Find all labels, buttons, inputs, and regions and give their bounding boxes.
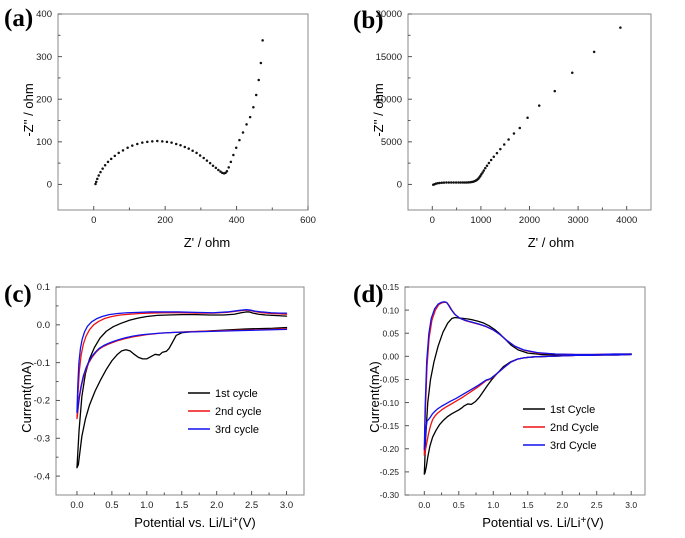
svg-text:600: 600 <box>300 215 316 226</box>
svg-text:-0.10: -0.10 <box>380 398 400 408</box>
svg-text:1.0: 1.0 <box>140 500 153 511</box>
svg-text:1.5: 1.5 <box>175 500 188 511</box>
panel-c: (c) 0.0 0.5 1.0 1.5 2.0 2.5 3.0 0.1 0.0 -0.1 -0.2 -… <box>0 269 342 538</box>
svg-text:0.0: 0.0 <box>37 320 50 331</box>
svg-text:0.00: 0.00 <box>382 352 399 362</box>
svg-text:3000: 3000 <box>568 215 589 226</box>
panel-a-tick-labels: 0 200 400 600 0 100 200 300 400 <box>36 9 316 226</box>
svg-text:-0.20: -0.20 <box>380 444 400 454</box>
panel-d-tick-labels: 0.0 0.5 1.0 1.5 2.0 2.5 3.0 0.15 0.10 0.05 0.00 -0.… <box>380 282 638 510</box>
panel-d: (d) 0.0 0.5 1.0 1.5 2.0 2.5 3.0 0.15 0.10 0.05 0.0… <box>343 269 685 538</box>
panel-b-axes <box>407 13 652 211</box>
svg-text:-0.1: -0.1 <box>34 358 50 369</box>
svg-text:0.15: 0.15 <box>382 282 399 292</box>
panel-b-data-points <box>432 26 622 187</box>
panel-b-tag: (b) <box>353 7 384 34</box>
panel-b-chart: (b) 0 1000 2000 3000 4000 0 5000 10000 15000 2000… <box>353 7 652 250</box>
legend-label: 2nd Cycle <box>550 422 599 434</box>
panel-a-y-axis-title: -Z'' / ohm <box>21 83 36 136</box>
svg-text:0.5: 0.5 <box>453 500 465 510</box>
legend-label: 1st cycle <box>215 388 258 400</box>
svg-text:5000: 5000 <box>381 137 402 148</box>
panel-a-data-points <box>94 39 264 186</box>
panel-d-tag: (d) <box>353 281 384 308</box>
svg-text:0.1: 0.1 <box>37 282 50 293</box>
panel-c-axes <box>55 286 305 496</box>
svg-text:0.0: 0.0 <box>70 500 83 511</box>
panel-d-y-axis-title: Current(mA) <box>367 361 382 433</box>
svg-text:3.0: 3.0 <box>625 500 637 510</box>
svg-text:200: 200 <box>36 94 52 105</box>
svg-text:-0.30: -0.30 <box>380 490 400 500</box>
panel-c-curves <box>76 309 288 469</box>
svg-text:0: 0 <box>91 215 96 226</box>
svg-text:-0.15: -0.15 <box>380 421 400 431</box>
panel-b-x-axis-title: Z' / ohm <box>528 235 575 250</box>
svg-text:400: 400 <box>36 9 52 20</box>
svg-text:10000: 10000 <box>376 94 402 105</box>
svg-text:-0.05: -0.05 <box>380 375 400 385</box>
svg-text:100: 100 <box>36 137 52 148</box>
panel-b-tick-labels: 0 1000 2000 3000 4000 0 5000 10000 15000 20000 <box>376 9 638 226</box>
svg-text:300: 300 <box>36 52 52 63</box>
legend-label: 3rd cycle <box>215 424 259 436</box>
panel-c-chart: (c) 0.0 0.5 1.0 1.5 2.0 2.5 3.0 0.1 0.0 -0.1 -0.2 -… <box>4 281 305 530</box>
panel-b: (b) 0 1000 2000 3000 4000 0 5000 10000 15000 2000… <box>343 0 685 269</box>
svg-text:20000: 20000 <box>376 9 402 20</box>
svg-text:0.10: 0.10 <box>382 305 399 315</box>
legend-label: 3rd Cycle <box>550 440 596 452</box>
panel-d-x-axis-title: Potential vs. Li/Li+(V) <box>482 515 603 530</box>
panel-d-curves <box>423 301 632 475</box>
legend-label: 1st Cycle <box>550 404 595 416</box>
svg-text:0.5: 0.5 <box>105 500 118 511</box>
panel-c-y-axis-title: Current(mA) <box>19 361 34 433</box>
panel-a-axes <box>57 13 309 211</box>
legend-label: 2nd cycle <box>215 406 261 418</box>
svg-text:-0.3: -0.3 <box>34 433 50 444</box>
svg-text:1.0: 1.0 <box>487 500 499 510</box>
svg-text:-0.2: -0.2 <box>34 396 50 407</box>
svg-text:3.0: 3.0 <box>280 500 293 511</box>
svg-text:2.0: 2.0 <box>556 500 568 510</box>
svg-text:15000: 15000 <box>376 52 402 63</box>
svg-text:0: 0 <box>430 215 435 226</box>
svg-text:2.5: 2.5 <box>245 500 258 511</box>
panel-a-chart: (a) 0 200 400 600 0 100 200 300 400 Z' / ohm -Z'… <box>4 5 316 250</box>
panel-d-axes <box>404 286 646 496</box>
svg-text:0: 0 <box>47 180 52 191</box>
panel-a-tag: (a) <box>4 5 33 32</box>
svg-text:4000: 4000 <box>616 215 637 226</box>
svg-text:-0.4: -0.4 <box>34 471 50 482</box>
panel-d-chart: (d) 0.0 0.5 1.0 1.5 2.0 2.5 3.00.150.100.050.0… <box>353 281 646 530</box>
panel-b-y-axis-title: -Z'' / ohm <box>371 83 386 136</box>
svg-text:0.05: 0.05 <box>382 328 399 338</box>
svg-text:2.5: 2.5 <box>591 500 603 510</box>
svg-text:1000: 1000 <box>470 215 491 226</box>
svg-text:0: 0 <box>397 180 402 191</box>
svg-text:200: 200 <box>157 215 173 226</box>
svg-text:2.0: 2.0 <box>210 500 223 511</box>
panel-c-legend: 1st cycle 2nd cycle 3rd cycle <box>188 388 261 436</box>
panel-c-tag: (c) <box>4 281 32 308</box>
panel-a-x-axis-title: Z' / ohm <box>184 235 231 250</box>
svg-text:1.5: 1.5 <box>522 500 534 510</box>
panel-c-x-axis-title: Potential vs. Li/Li+(V) <box>134 515 255 530</box>
svg-text:400: 400 <box>229 215 245 226</box>
svg-text:-0.25: -0.25 <box>380 467 400 477</box>
svg-text:0.0: 0.0 <box>418 500 430 510</box>
panel-a: (a) 0 200 400 600 0 100 200 300 400 Z' / ohm -Z'… <box>0 0 342 269</box>
panel-d-legend: 1st Cycle 2nd Cycle 3rd Cycle <box>523 404 599 452</box>
panel-c-tick-labels: 0.0 0.5 1.0 1.5 2.0 2.5 3.0 0.1 0.0 -0.1 -0.2 -0.3 -… <box>34 282 294 511</box>
svg-text:2000: 2000 <box>519 215 540 226</box>
